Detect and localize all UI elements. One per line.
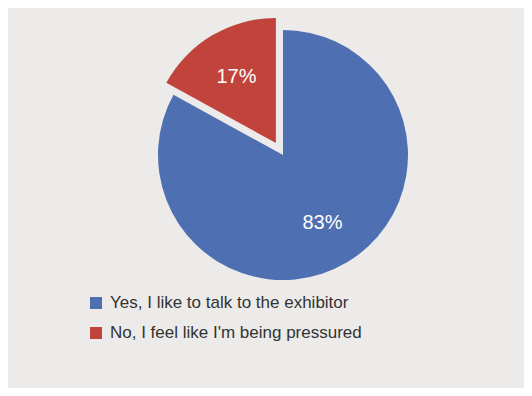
svg-text:17%: 17% — [216, 65, 256, 87]
html-text:No, I feel like I'm being pres: No, I feel like I'm being pressured — [110, 323, 362, 342]
html-text:Yes, I like to talk to the exh: Yes, I like to talk to the exhibitor — [110, 293, 349, 312]
svg-text:83%: 83% — [302, 211, 342, 233]
